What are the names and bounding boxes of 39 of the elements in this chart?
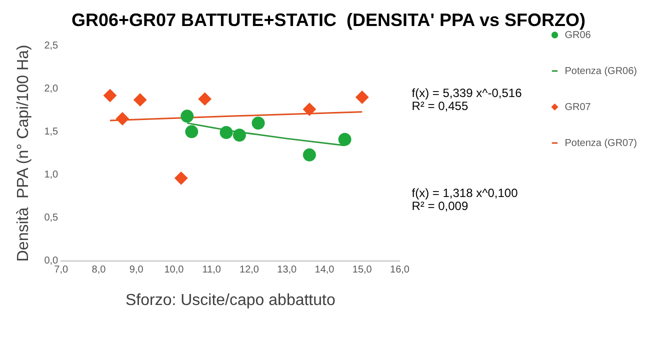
point: [174, 172, 188, 185]
x-tick-label: 11,0: [202, 264, 222, 276]
y-tick-label: 1,5: [44, 126, 59, 138]
point: [198, 92, 212, 106]
x-tick-label: 15,0: [352, 264, 372, 276]
point: [232, 128, 246, 142]
x-tick-label: 8,0: [92, 264, 106, 276]
y-axis-title: Densità PPA (n° Capi/100 Ha): [15, 44, 32, 262]
chart-title: GR06+GR07 BATTUTE+STATIC (DENSITA' PPA vs SFORZO): [71, 10, 586, 30]
point: [185, 125, 198, 138]
x-tick-label: 7,0: [54, 264, 68, 276]
y-tick-label: 2,5: [44, 40, 59, 52]
point: [338, 132, 352, 146]
x-tick-label: 13,0: [277, 264, 298, 276]
legend-label: GR06: [564, 30, 592, 41]
x-tick-label: 16,0: [390, 264, 410, 276]
y-tick-label: 1,0: [44, 169, 59, 180]
y-tick-label: 2,0: [44, 83, 59, 94]
point: [220, 126, 233, 140]
point: [302, 148, 316, 162]
y-tick-label: 0,0: [44, 256, 59, 267]
point: [104, 89, 117, 102]
point: [252, 116, 265, 130]
x-axis-title: Sforzo: Uscite/capo abbattuto: [125, 292, 336, 309]
x-tick-label: 9,0: [129, 264, 144, 276]
point: [116, 112, 129, 126]
point: [356, 90, 369, 104]
text: f(x) = 5,339 x^-0,516 R² = 0,455: [412, 86, 522, 113]
y-tick-label: 0,5: [44, 212, 59, 224]
legend-label: Potenza (GR06): [564, 66, 638, 77]
point: [134, 93, 147, 106]
text: f(x) = 1,318 x^0,100 R² = 0,009: [412, 186, 518, 213]
x-tick-label: 14,0: [314, 264, 335, 276]
point: [302, 102, 316, 116]
point: [180, 110, 194, 123]
legend-label: Potenza (GR07): [564, 138, 638, 149]
x-tick-label: 12,0: [240, 264, 260, 276]
x-tick-label: 10,0: [164, 264, 184, 276]
legend-label: GR07: [564, 102, 592, 113]
